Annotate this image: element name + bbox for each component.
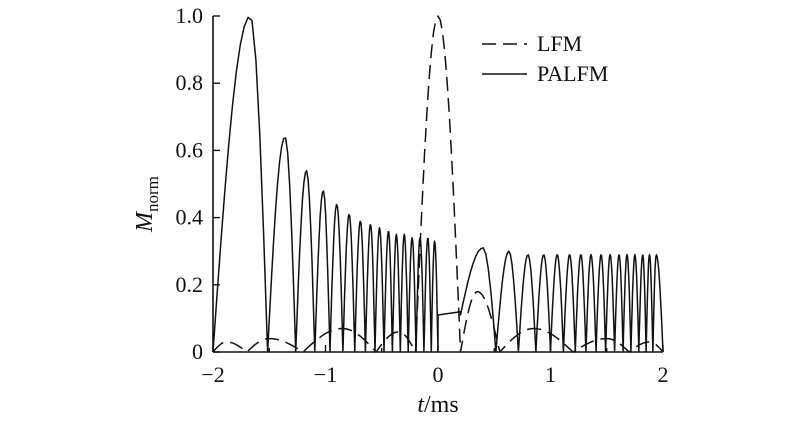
x-tick-label: −2 <box>201 362 224 387</box>
y-tick-label: 0.6 <box>176 137 204 162</box>
x-tick-label: 1 <box>545 362 556 387</box>
x-tick-label: 0 <box>433 362 444 387</box>
y-tick-label: 0 <box>192 339 203 364</box>
legend-palfm-label: PALFM <box>537 61 608 86</box>
x-tick-label: −1 <box>314 362 337 387</box>
y-tick-label: 0.4 <box>176 205 204 230</box>
plot-area: −2 −1 0 1 2 0 0.2 0.4 0.6 0.8 1.0 <box>176 3 669 387</box>
y-axis-label: Mnorm <box>132 176 162 233</box>
y-tick-label: 0.2 <box>176 272 204 297</box>
y-ticks: 0 0.2 0.4 0.6 0.8 1.0 <box>176 3 220 364</box>
x-axis-label: t/ms <box>417 392 458 418</box>
legend: LFM PALFM <box>482 31 608 86</box>
series-lfm-line <box>212 15 664 353</box>
x-tick-label: 2 <box>658 362 669 387</box>
y-tick-label: 1.0 <box>176 3 204 28</box>
series-palfm-line <box>212 16 664 353</box>
y-tick-label: 0.8 <box>176 70 204 95</box>
x-ticks: −2 −1 0 1 2 <box>201 345 669 387</box>
legend-lfm-label: LFM <box>537 31 582 56</box>
